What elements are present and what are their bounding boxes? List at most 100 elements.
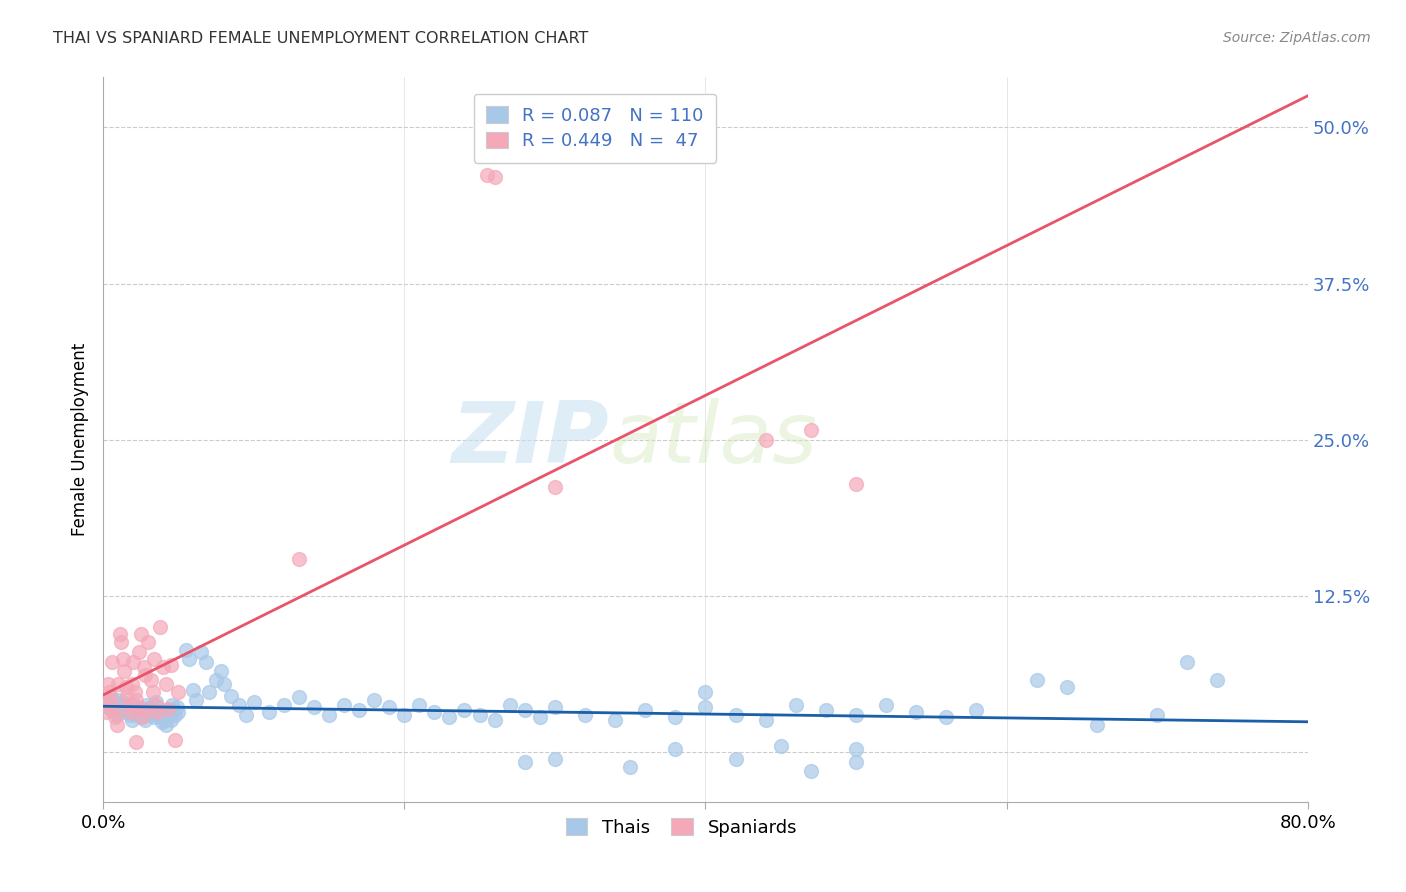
Point bbox=[104, 710, 127, 724]
Point bbox=[132, 660, 155, 674]
Point bbox=[103, 698, 125, 712]
Point bbox=[143, 651, 166, 665]
Point bbox=[468, 707, 491, 722]
Point bbox=[664, 741, 686, 756]
Point bbox=[724, 707, 747, 722]
Point bbox=[513, 703, 536, 717]
Point bbox=[128, 706, 150, 720]
Point bbox=[423, 706, 446, 720]
Point bbox=[845, 707, 868, 722]
Point bbox=[100, 693, 122, 707]
Point bbox=[125, 693, 148, 707]
Point bbox=[814, 703, 837, 717]
Point bbox=[115, 689, 138, 703]
Point bbox=[134, 668, 156, 682]
Point bbox=[134, 713, 156, 727]
Point bbox=[112, 664, 135, 678]
Point bbox=[103, 701, 125, 715]
Point bbox=[288, 690, 311, 705]
Point bbox=[153, 713, 176, 727]
Point bbox=[143, 710, 166, 724]
Point bbox=[122, 655, 145, 669]
Point bbox=[155, 676, 177, 690]
Point bbox=[347, 703, 370, 717]
Point bbox=[131, 703, 153, 717]
Point bbox=[875, 698, 897, 712]
Point bbox=[149, 710, 172, 724]
Point bbox=[603, 713, 626, 727]
Point bbox=[800, 764, 823, 778]
Point bbox=[110, 703, 132, 717]
Point bbox=[1025, 673, 1047, 687]
Point bbox=[124, 685, 146, 699]
Point bbox=[205, 673, 228, 687]
Legend: Thais, Spaniards: Thais, Spaniards bbox=[558, 811, 804, 844]
Point bbox=[845, 476, 868, 491]
Point bbox=[845, 741, 868, 756]
Point bbox=[148, 706, 170, 720]
Point bbox=[166, 700, 188, 714]
Point bbox=[498, 698, 520, 712]
Point bbox=[125, 735, 148, 749]
Point bbox=[124, 703, 146, 717]
Point bbox=[167, 706, 190, 720]
Point bbox=[183, 682, 205, 697]
Point bbox=[228, 698, 250, 712]
Point bbox=[129, 710, 152, 724]
Point bbox=[724, 751, 747, 765]
Point bbox=[484, 713, 506, 727]
Point bbox=[142, 685, 165, 699]
Point bbox=[785, 698, 807, 712]
Point bbox=[97, 676, 120, 690]
Point bbox=[156, 701, 179, 715]
Text: atlas: atlas bbox=[609, 399, 817, 482]
Point bbox=[98, 695, 121, 709]
Point bbox=[101, 704, 124, 718]
Point bbox=[935, 710, 957, 724]
Point bbox=[318, 707, 340, 722]
Point bbox=[965, 703, 987, 717]
Point bbox=[125, 707, 148, 722]
Point bbox=[146, 700, 169, 714]
Point bbox=[544, 480, 567, 494]
Point bbox=[152, 660, 174, 674]
Point bbox=[174, 642, 197, 657]
Point bbox=[905, 706, 928, 720]
Point bbox=[1146, 707, 1168, 722]
Point bbox=[105, 718, 128, 732]
Point bbox=[190, 645, 212, 659]
Point bbox=[160, 713, 183, 727]
Point bbox=[114, 681, 136, 695]
Point bbox=[98, 685, 121, 699]
Point bbox=[165, 732, 187, 747]
Point bbox=[121, 713, 143, 727]
Point bbox=[186, 693, 208, 707]
Point bbox=[574, 707, 596, 722]
Point bbox=[114, 706, 136, 720]
Point bbox=[100, 690, 122, 705]
Point bbox=[118, 703, 141, 717]
Point bbox=[93, 698, 115, 712]
Point bbox=[97, 700, 120, 714]
Point bbox=[135, 701, 157, 715]
Point bbox=[107, 676, 129, 690]
Point bbox=[800, 423, 823, 437]
Point bbox=[108, 698, 131, 712]
Point bbox=[288, 551, 311, 566]
Point bbox=[439, 710, 461, 724]
Point bbox=[177, 651, 200, 665]
Point bbox=[163, 703, 186, 717]
Point bbox=[129, 626, 152, 640]
Point bbox=[845, 756, 868, 770]
Point bbox=[273, 698, 295, 712]
Point bbox=[664, 710, 686, 724]
Point bbox=[120, 707, 142, 722]
Point bbox=[121, 676, 143, 690]
Point bbox=[149, 620, 172, 634]
Point bbox=[160, 657, 183, 672]
Point bbox=[122, 698, 145, 712]
Point bbox=[142, 706, 165, 720]
Point bbox=[120, 706, 142, 720]
Point bbox=[634, 703, 657, 717]
Point bbox=[94, 706, 117, 720]
